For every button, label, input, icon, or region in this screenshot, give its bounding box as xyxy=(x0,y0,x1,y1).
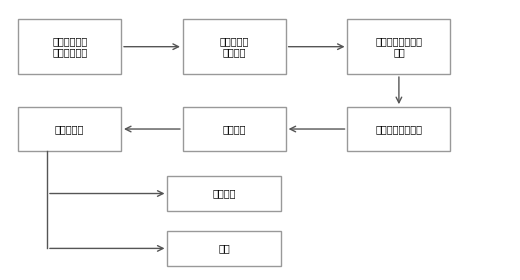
Text: 灭菌后调整
水分含量: 灭菌后调整 水分含量 xyxy=(219,36,249,57)
Bar xyxy=(167,230,281,266)
Text: 油料作物脱皮
清理粉碎浸泡: 油料作物脱皮 清理粉碎浸泡 xyxy=(52,36,87,57)
Text: 油脂: 油脂 xyxy=(218,243,230,253)
Bar xyxy=(18,19,121,74)
Bar xyxy=(183,19,285,74)
Text: 第一阶段菌株培养
产酶: 第一阶段菌株培养 产酶 xyxy=(375,36,422,57)
Text: 冷榨机冷榨: 冷榨机冷榨 xyxy=(55,124,84,134)
Bar xyxy=(347,19,450,74)
Bar xyxy=(347,107,450,151)
Bar xyxy=(167,176,281,211)
Text: 第二阶段发酵酶解: 第二阶段发酵酶解 xyxy=(375,124,422,134)
Text: 压榨豆粕: 压榨豆粕 xyxy=(212,188,236,199)
Bar xyxy=(18,107,121,151)
Bar xyxy=(183,107,285,151)
Text: 真空干燥: 真空干燥 xyxy=(223,124,246,134)
